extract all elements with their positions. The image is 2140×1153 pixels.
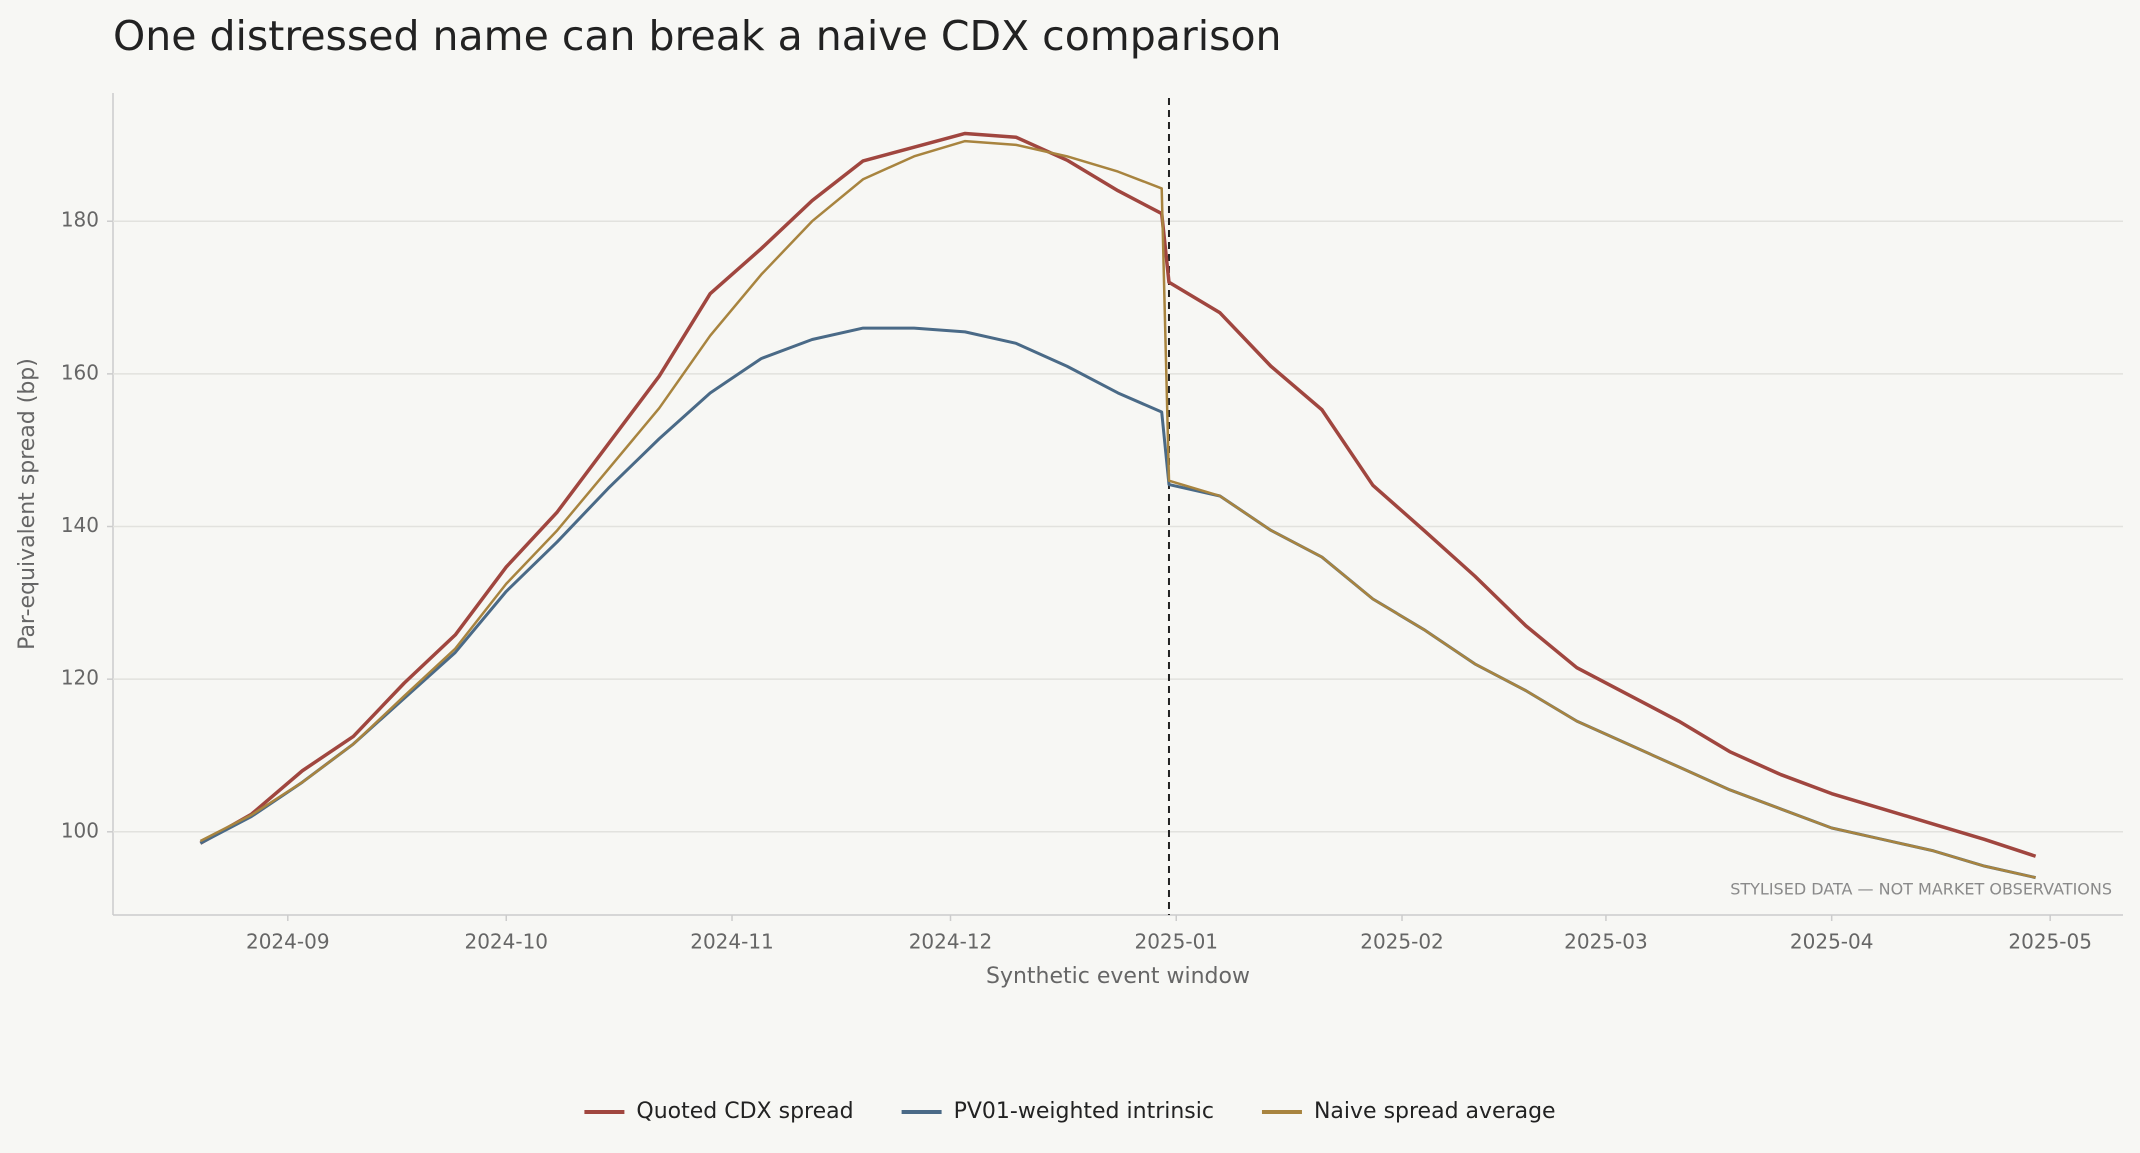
y-tick-label: 120 [61, 666, 99, 690]
y-tick-label: 100 [61, 818, 99, 842]
legend-label: PV01-weighted intrinsic [954, 1099, 1214, 1124]
legend-label: Quoted CDX spread [636, 1099, 853, 1124]
series-line [199, 139, 2036, 879]
series-line [199, 326, 2036, 880]
x-tick-label: 2025-05 [2008, 930, 2092, 954]
legend-label: Naive spread average [1314, 1099, 1556, 1124]
x-tick-label: 2025-01 [1134, 930, 1218, 954]
series-line [199, 131, 2037, 858]
chart-title: One distressed name can break a naive CD… [113, 12, 1282, 60]
x-tick-label: 2024-12 [909, 930, 993, 954]
y-tick-label: 180 [61, 208, 99, 232]
x-tick-label: 2025-03 [1564, 930, 1648, 954]
y-tick-label: 160 [61, 360, 99, 384]
x-tick-label: 2024-11 [690, 930, 774, 954]
x-tick-label: 2025-02 [1360, 930, 1444, 954]
x-tick-label: 2024-10 [464, 930, 548, 954]
y-tick-label: 140 [61, 513, 99, 537]
x-tick-label: 2024-09 [246, 930, 330, 954]
y-axis-label: Par-equivalent spread (bp) [15, 358, 40, 650]
annotation: STYLISED DATA — NOT MARKET OBSERVATIONS [1730, 880, 2112, 899]
x-tick-label: 2025-04 [1790, 930, 1874, 954]
x-axis-label: Synthetic event window [986, 964, 1250, 989]
